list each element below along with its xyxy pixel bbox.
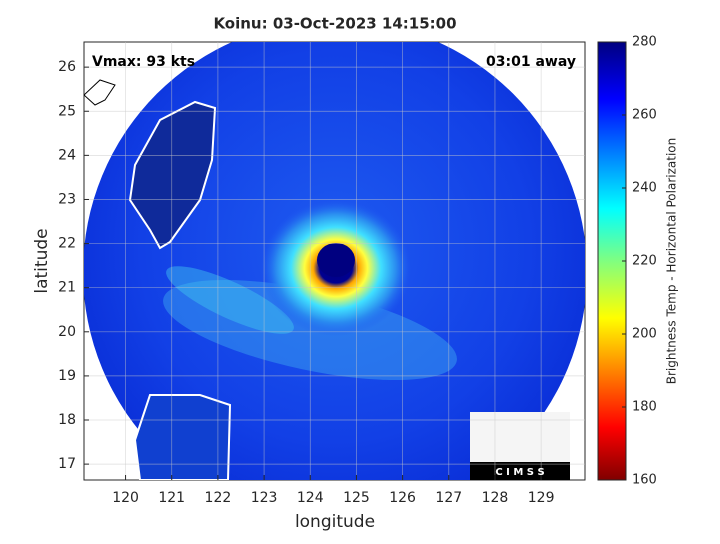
x-tick-label: 122: [205, 490, 232, 506]
colorbar-tick-label: 160: [632, 473, 657, 488]
x-tick-label: 121: [158, 490, 185, 506]
colorbar-tick-label: 200: [632, 327, 657, 342]
y-tick-label: 23: [58, 191, 76, 207]
colorbar-tick-label: 220: [632, 254, 657, 269]
logo: C I M S S: [495, 467, 544, 478]
y-axis-label: latitude: [32, 228, 52, 293]
colorbar-tick-label: 280: [632, 35, 657, 50]
x-tick-label: 128: [482, 490, 509, 506]
chart-title: Koinu: 03-Oct-2023 14:15:00: [213, 15, 456, 33]
x-tick-label: 124: [297, 490, 324, 506]
colorbar: [597, 41, 627, 481]
x-axis-label: longitude: [295, 512, 375, 532]
colorbar-tick-label: 180: [632, 400, 657, 415]
x-tick-label: 127: [435, 490, 462, 506]
colorbar-tick-label: 260: [632, 108, 657, 123]
satellite-image: [84, 42, 585, 480]
y-tick-label: 26: [58, 59, 76, 75]
x-tick-label: 123: [251, 490, 278, 506]
x-tick-label: 120: [112, 490, 139, 506]
y-tick-label: 22: [58, 236, 76, 252]
x-tick-label: 126: [389, 490, 416, 506]
colorbar-tick-label: 240: [632, 181, 657, 196]
y-tick-label: 25: [58, 103, 76, 119]
x-tick-label: 129: [528, 490, 555, 506]
annotation: 03:01 away: [486, 54, 576, 70]
y-tick-label: 20: [58, 324, 76, 340]
x-tick-label: 125: [343, 490, 370, 506]
y-tick-label: 24: [58, 147, 76, 163]
y-tick-label: 18: [58, 412, 76, 428]
colorbar-label: Brightness Temp - Horizontal Polarizatio…: [665, 138, 679, 385]
y-tick-label: 19: [58, 368, 76, 384]
y-tick-label: 21: [58, 280, 76, 296]
y-tick-label: 17: [58, 456, 76, 472]
annotation: Vmax: 93 kts: [92, 54, 195, 70]
